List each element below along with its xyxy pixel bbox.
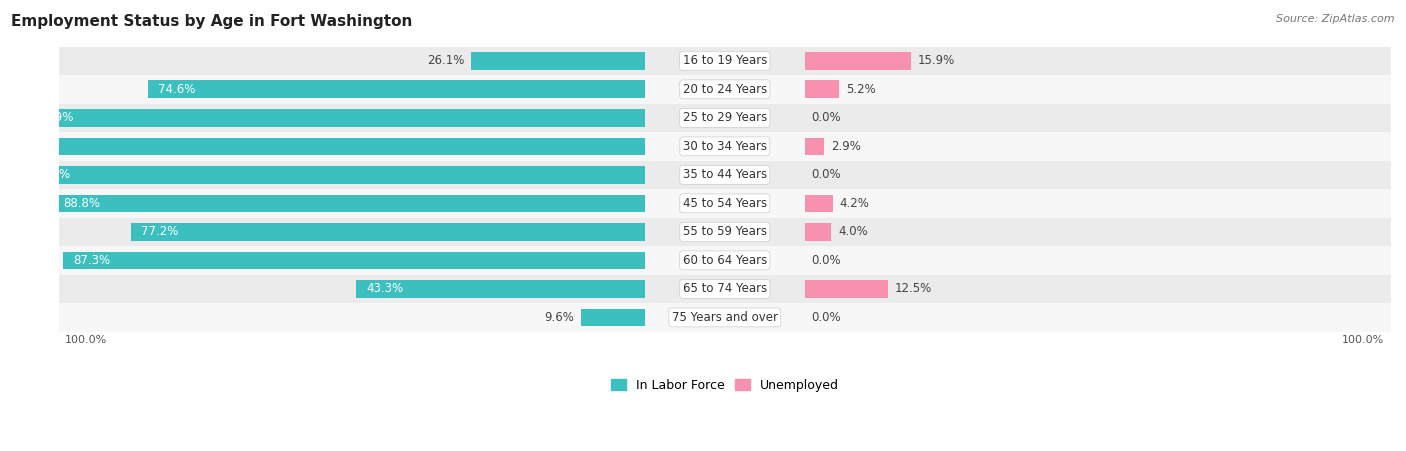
Text: Employment Status by Age in Fort Washington: Employment Status by Age in Fort Washing… [11, 14, 412, 28]
Bar [53, 194, 645, 212]
Text: 26.1%: 26.1% [427, 54, 464, 67]
Text: 97.5%: 97.5% [6, 140, 42, 153]
Bar [59, 189, 1391, 218]
Text: 77.2%: 77.2% [141, 226, 179, 239]
Bar [59, 161, 1391, 189]
Bar [804, 194, 832, 212]
Text: 43.3%: 43.3% [367, 282, 404, 295]
Bar [804, 223, 831, 241]
Text: 35 to 44 Years: 35 to 44 Years [683, 168, 766, 181]
Text: 0.0%: 0.0% [811, 168, 841, 181]
Text: 0.0%: 0.0% [811, 254, 841, 267]
Bar [804, 52, 911, 69]
Bar [59, 104, 1391, 132]
Text: 9.6%: 9.6% [544, 311, 574, 324]
Text: 16 to 19 Years: 16 to 19 Years [682, 54, 768, 67]
Bar [63, 252, 645, 269]
Bar [25, 109, 645, 127]
Bar [0, 138, 645, 155]
Bar [24, 166, 645, 184]
Bar [356, 280, 645, 298]
Text: 100.0%: 100.0% [1343, 335, 1385, 345]
Text: 55 to 59 Years: 55 to 59 Years [683, 226, 766, 239]
Bar [148, 80, 645, 98]
Text: 15.9%: 15.9% [917, 54, 955, 67]
Text: 20 to 24 Years: 20 to 24 Years [683, 83, 766, 96]
Text: Source: ZipAtlas.com: Source: ZipAtlas.com [1277, 14, 1395, 23]
Bar [59, 303, 1391, 331]
Bar [59, 275, 1391, 303]
Legend: In Labor Force, Unemployed: In Labor Force, Unemployed [606, 374, 844, 397]
Bar [131, 223, 645, 241]
Text: 75 Years and over: 75 Years and over [672, 311, 778, 324]
Text: 100.0%: 100.0% [65, 335, 107, 345]
Text: 0.0%: 0.0% [811, 311, 841, 324]
Text: 87.3%: 87.3% [73, 254, 110, 267]
Bar [59, 132, 1391, 161]
Text: 0.0%: 0.0% [811, 111, 841, 124]
Text: 12.5%: 12.5% [894, 282, 932, 295]
Text: 2.9%: 2.9% [831, 140, 860, 153]
Text: 92.9%: 92.9% [37, 111, 73, 124]
Text: 25 to 29 Years: 25 to 29 Years [683, 111, 766, 124]
Bar [59, 218, 1391, 246]
Text: 74.6%: 74.6% [157, 83, 195, 96]
Bar [581, 308, 645, 326]
Text: 60 to 64 Years: 60 to 64 Years [683, 254, 766, 267]
Text: 30 to 34 Years: 30 to 34 Years [683, 140, 766, 153]
Bar [804, 138, 824, 155]
Text: 88.8%: 88.8% [63, 197, 100, 210]
Text: 93.3%: 93.3% [34, 168, 70, 181]
Bar [804, 80, 839, 98]
Bar [471, 52, 645, 69]
Bar [804, 280, 889, 298]
Text: 4.2%: 4.2% [839, 197, 869, 210]
Text: 65 to 74 Years: 65 to 74 Years [683, 282, 766, 295]
Bar [59, 246, 1391, 275]
Text: 45 to 54 Years: 45 to 54 Years [683, 197, 766, 210]
Bar [59, 75, 1391, 104]
Bar [59, 46, 1391, 75]
Text: 5.2%: 5.2% [846, 83, 876, 96]
Text: 4.0%: 4.0% [838, 226, 868, 239]
